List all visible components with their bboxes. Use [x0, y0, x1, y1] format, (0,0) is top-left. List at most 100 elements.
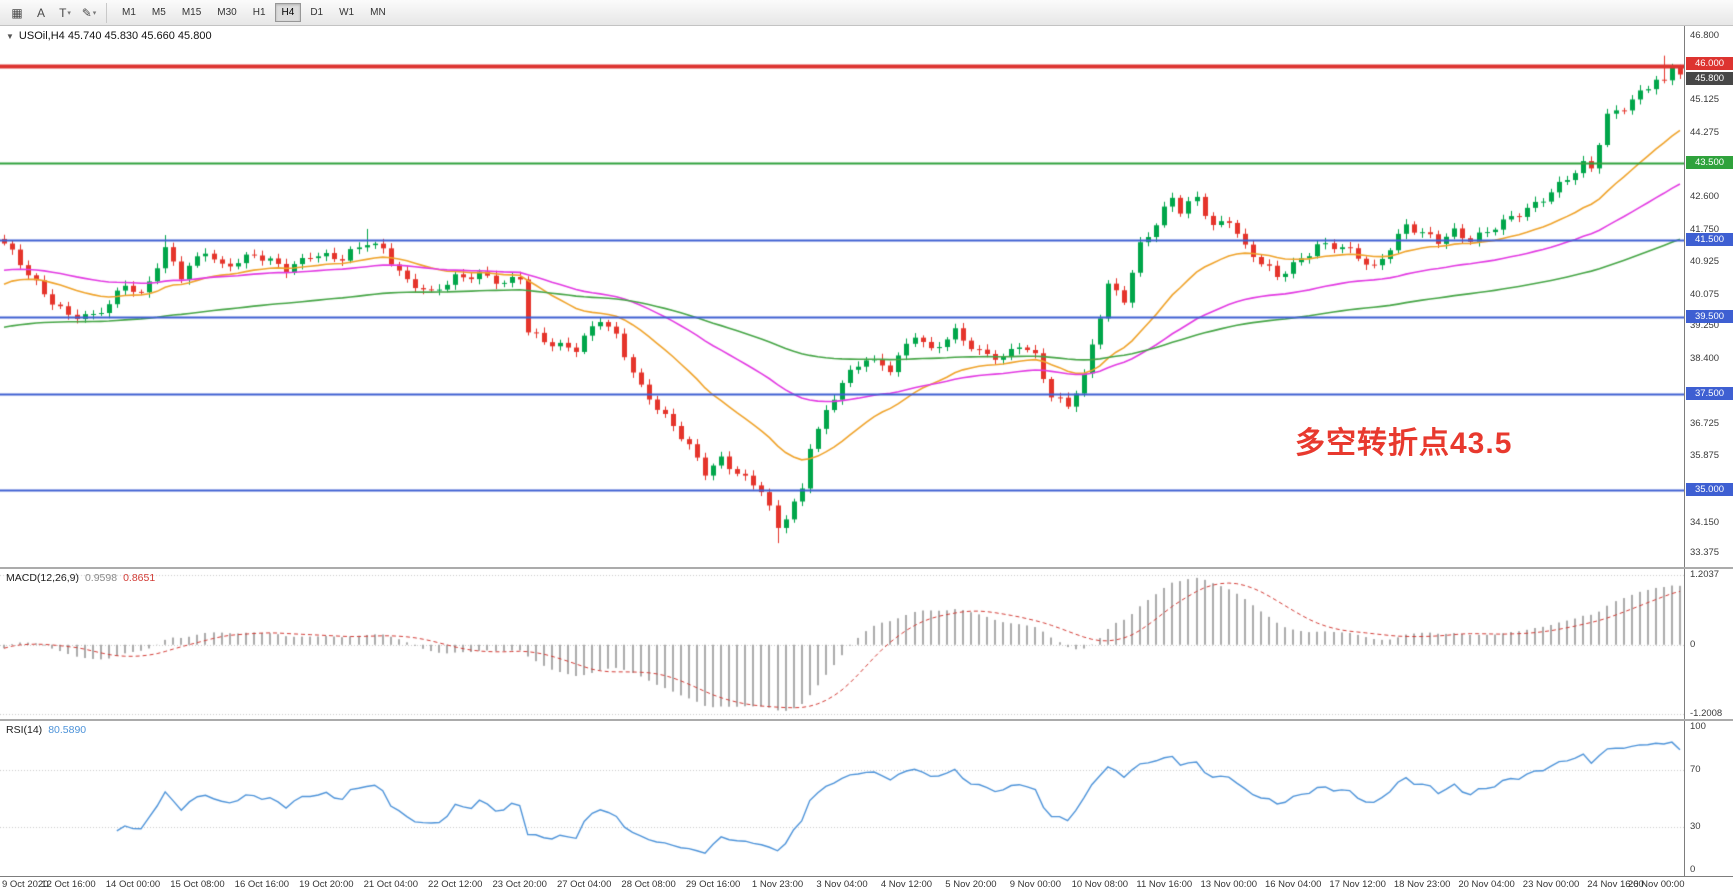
- time-axis-label: 13 Nov 00:00: [1200, 879, 1258, 890]
- axis-tick: 1.2037: [1690, 569, 1720, 580]
- time-axis-label: 28 Oct 08:00: [621, 879, 676, 890]
- draw-tools-icon: ✎: [81, 5, 92, 20]
- axis-tick: 0: [1690, 638, 1696, 650]
- time-axis-label: 20 Nov 04:00: [1458, 879, 1515, 890]
- time-axis-label: 1 Nov 23:00: [751, 879, 804, 890]
- time-axis-label: 16 Nov 04:00: [1264, 879, 1322, 890]
- rsi-value: 80.5890: [48, 724, 87, 736]
- rsi-label: RSI(14) 80.5890: [6, 724, 86, 736]
- new-order-button[interactable]: ▦: [6, 3, 28, 23]
- axis-tick: 39.250: [1690, 320, 1720, 332]
- time-axis-label: 9 Oct 2020: [2, 879, 49, 890]
- time-axis-label: 16 Oct 16:00: [234, 879, 290, 890]
- chart-title: ▼ USOil,H4 45.740 45.830 45.660 45.800: [6, 30, 212, 42]
- time-axis-label: 3 Nov 04:00: [816, 879, 868, 890]
- time-axis-label: 19 Oct 20:00: [299, 879, 354, 890]
- symbol-marker-icon: ▼: [6, 31, 14, 41]
- timeframe-button-h4[interactable]: H4: [274, 3, 302, 22]
- chart-title-text: USOil,H4 45.740 45.830 45.660 45.800: [18, 30, 212, 42]
- price-badge-46.000: 46.000: [1686, 56, 1733, 70]
- macd-axis: 1.2037 0 -1.2008: [1684, 569, 1733, 719]
- time-axis-label: 14 Oct 00:00: [105, 879, 161, 890]
- new-order-icon: ▦: [11, 5, 23, 20]
- time-axis-label: 21 Oct 04:00: [363, 879, 418, 890]
- time-axis-label: 12 Oct 16:00: [41, 879, 96, 890]
- axis-tick: 36.725: [1690, 417, 1720, 429]
- axis-tick: 100: [1690, 721, 1706, 732]
- time-axis-label: 18 Nov 23:00: [1393, 879, 1451, 890]
- chart-annotation[interactable]: 多空转折点43.5: [1295, 427, 1513, 460]
- macd-name: MACD(12,26,9): [6, 572, 79, 584]
- time-axis-label: 10 Nov 08:00: [1071, 879, 1129, 890]
- timeframe-button-mn[interactable]: MN: [363, 3, 393, 22]
- insert-label-button[interactable]: A: [30, 3, 52, 23]
- time-axis-label: 15 Oct 08:00: [170, 879, 225, 890]
- time-axis-label: 4 Nov 12:00: [880, 879, 933, 890]
- toolbar: ▦ A T ▾ ✎ ▾ M1 M5 M15 M30 H1 H4 D1 W1 MN: [0, 0, 1733, 26]
- price-badge-37.500: 37.500: [1686, 387, 1733, 401]
- insert-text-button[interactable]: T ▾: [54, 3, 76, 23]
- axis-tick: 44.275: [1690, 126, 1720, 138]
- timeframe-button-m5[interactable]: M5: [145, 3, 173, 22]
- rsi-canvas[interactable]: [0, 721, 1684, 876]
- time-axis-label: 26 Nov 00:00: [1627, 879, 1685, 890]
- axis-tick: -1.2008: [1690, 708, 1723, 720]
- chart-window: ▼ USOil,H4 45.740 45.830 45.660 45.800 多…: [0, 26, 1733, 892]
- time-axis-label: 9 Nov 00:00: [1009, 879, 1061, 890]
- time-axis-label: 23 Oct 20:00: [492, 879, 547, 890]
- macd-canvas[interactable]: [0, 569, 1684, 719]
- macd-panel: MACD(12,26,9) 0.9598 0.8651 1.2037 0 -1.20…: [0, 569, 1733, 719]
- price-badge-45.800: 45.800: [1686, 71, 1733, 85]
- axis-tick: 41.750: [1690, 224, 1720, 236]
- axis-tick: 40.075: [1690, 288, 1720, 300]
- price-badge-39.500: 39.500: [1686, 310, 1733, 324]
- insert-label-icon: A: [36, 5, 45, 20]
- price-axis: 46.800 45.125 44.275 42.600 41.750 40.925 40.0…: [1684, 26, 1733, 567]
- panel-separator[interactable]: [0, 567, 1733, 569]
- macd-label: MACD(12,26,9) 0.9598 0.8651: [6, 572, 155, 584]
- timeframe-button-m30[interactable]: M30: [210, 3, 243, 22]
- axis-tick: 35.875: [1690, 450, 1720, 462]
- timeframe-button-m15[interactable]: M15: [175, 3, 208, 22]
- macd-signal-value: 0.8651: [123, 572, 156, 584]
- time-axis-label: 11 Nov 16:00: [1136, 879, 1193, 890]
- time-axis-label: 27 Oct 04:00: [556, 879, 612, 890]
- axis-tick: 70: [1690, 763, 1701, 775]
- timeframe-button-group: M1 M5 M15 M30 H1 H4 D1 W1 MN: [113, 3, 399, 23]
- panel-separator[interactable]: [0, 719, 1733, 721]
- timeframe-button-w1[interactable]: W1: [332, 3, 361, 22]
- time-axis-label: 29 Oct 16:00: [685, 879, 741, 890]
- draw-tools-button[interactable]: ✎ ▾: [78, 3, 100, 23]
- axis-tick: 38.400: [1690, 353, 1720, 365]
- axis-tick: 30: [1690, 821, 1701, 833]
- time-axis-label: 22 Oct 12:00: [428, 879, 483, 890]
- axis-tick: 0: [1690, 864, 1696, 875]
- insert-text-icon: T: [59, 5, 67, 20]
- main-chart-canvas[interactable]: [0, 26, 1684, 567]
- chevron-down-icon: ▾: [67, 9, 71, 17]
- time-axis-label: 17 Nov 12:00: [1329, 879, 1386, 890]
- rsi-panel: RSI(14) 80.5890 100 70 30 0: [0, 721, 1733, 876]
- time-axis[interactable]: 9 Oct 2020 12 Oct 16:00 14 Oct 00:00 15 Oct…: [0, 876, 1733, 892]
- time-axis-label: 23 Nov 00:00: [1522, 879, 1580, 890]
- rsi-name: RSI(14): [6, 724, 43, 736]
- macd-main-value: 0.9598: [84, 572, 118, 584]
- price-badge-35.000: 35.000: [1686, 483, 1733, 497]
- axis-tick: 42.600: [1690, 191, 1720, 203]
- price-badge-43.500: 43.500: [1686, 156, 1733, 170]
- axis-tick: 46.800: [1690, 29, 1720, 41]
- axis-tick: 34.150: [1690, 516, 1720, 528]
- rsi-axis: 100 70 30 0: [1684, 721, 1733, 876]
- chevron-down-icon: ▾: [92, 9, 97, 17]
- timeframe-button-m1[interactable]: M1: [115, 3, 143, 22]
- time-axis-label: 5 Nov 20:00: [945, 879, 997, 890]
- price-badge-41.500: 41.500: [1686, 233, 1733, 247]
- time-axis-label: 24 Nov 16:00: [1587, 879, 1644, 890]
- timeframe-button-d1[interactable]: D1: [303, 3, 330, 22]
- axis-tick: 33.375: [1690, 546, 1720, 558]
- axis-tick: 45.125: [1690, 94, 1720, 106]
- axis-tick: 40.925: [1690, 255, 1720, 267]
- toolbar-icon-group: ▦ A T ▾ ✎ ▾: [4, 2, 107, 23]
- main-chart-panel: ▼ USOil,H4 45.740 45.830 45.660 45.800 多…: [0, 26, 1733, 567]
- timeframe-button-h1[interactable]: H1: [246, 3, 273, 22]
